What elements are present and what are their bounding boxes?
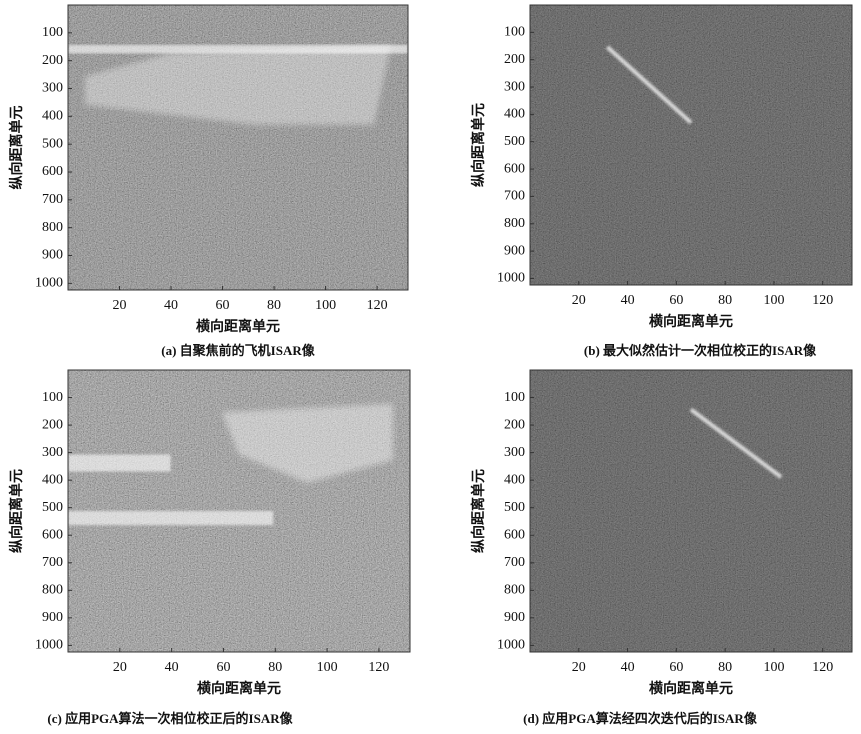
y-tick-label: 600 (42, 164, 63, 179)
caption: (c) 应用PGA算法一次相位校正后的ISAR像 (47, 711, 293, 726)
image-frame (529, 369, 853, 653)
x-tick-label: 100 (315, 298, 336, 313)
y-axis-label: 纵向距离单元 (8, 106, 25, 190)
x-tick-label: 20 (572, 660, 586, 675)
y-tick-label: 500 (504, 134, 525, 149)
x-axis-label: 横向距离单元 (196, 318, 280, 335)
x-axis-label: 横向距离单元 (649, 680, 733, 697)
y-tick-label: 300 (504, 79, 525, 94)
y-tick-label: 900 (504, 610, 525, 625)
y-tick-label: 200 (504, 52, 525, 67)
caption: (a) 自聚焦前的飞机ISAR像 (161, 343, 315, 358)
y-tick-label: 400 (504, 107, 525, 122)
y-tick-label: 400 (42, 109, 63, 124)
y-tick-label: 500 (42, 136, 63, 151)
streak (68, 44, 408, 54)
y-axis-label: 纵向距离单元 (8, 469, 25, 553)
x-tick-label: 100 (763, 293, 784, 308)
x-tick-label: 120 (812, 293, 833, 308)
image-noise (530, 370, 852, 652)
image-frame (67, 369, 411, 653)
x-tick-label: 80 (718, 660, 732, 675)
y-tick-label: 800 (42, 583, 63, 598)
y-tick-label: 800 (504, 216, 525, 231)
x-tick-label: 20 (113, 298, 127, 313)
image-frame (529, 4, 853, 286)
streak (85, 44, 391, 125)
y-tick-label: 600 (504, 161, 525, 176)
y-tick-label: 700 (42, 555, 63, 570)
x-tick-label: 20 (113, 660, 127, 675)
y-tick-label: 200 (504, 417, 525, 432)
x-axis-label: 横向距离单元 (197, 680, 281, 697)
y-tick-label: 1000 (35, 276, 63, 291)
x-tick-label: 60 (216, 298, 230, 313)
y-tick-label: 700 (42, 192, 63, 207)
y-tick-label: 200 (42, 53, 63, 68)
streak (221, 403, 393, 483)
image-shade (530, 370, 852, 652)
y-tick-label: 400 (504, 472, 525, 487)
x-tick-label: 100 (317, 660, 338, 675)
y-tick-label: 1000 (497, 271, 525, 286)
y-tick-label: 600 (42, 527, 63, 542)
y-axis-label: 纵向距离单元 (470, 469, 487, 553)
y-tick-label: 300 (504, 445, 525, 460)
x-tick-label: 40 (165, 660, 179, 675)
x-tick-label: 40 (621, 660, 635, 675)
y-tick-label: 600 (504, 527, 525, 542)
streak (68, 454, 171, 472)
streak (605, 45, 693, 125)
x-tick-label: 120 (812, 660, 833, 675)
x-tick-label: 60 (669, 660, 683, 675)
y-tick-label: 1000 (35, 638, 63, 653)
y-tick-label: 1000 (497, 638, 525, 653)
y-tick-label: 300 (42, 445, 63, 460)
x-tick-label: 80 (718, 293, 732, 308)
image-frame (67, 4, 409, 291)
y-tick-label: 500 (42, 500, 63, 515)
x-tick-label: 20 (572, 293, 586, 308)
y-tick-label: 700 (504, 555, 525, 570)
streak (689, 407, 783, 479)
y-tick-label: 100 (504, 390, 525, 405)
x-tick-label: 120 (367, 298, 388, 313)
x-tick-label: 60 (669, 293, 683, 308)
x-tick-label: 80 (267, 298, 281, 313)
y-tick-label: 100 (42, 390, 63, 405)
y-tick-label: 900 (504, 243, 525, 258)
x-tick-label: 120 (368, 660, 389, 675)
y-tick-label: 900 (42, 248, 63, 263)
y-tick-label: 800 (42, 220, 63, 235)
y-axis-label: 纵向距离单元 (470, 103, 487, 187)
x-tick-label: 40 (164, 298, 178, 313)
y-tick-label: 400 (42, 472, 63, 487)
y-tick-label: 900 (42, 610, 63, 625)
streak (68, 511, 274, 526)
y-tick-label: 800 (504, 583, 525, 598)
caption: (b) 最大似然估计一次相位校正的ISAR像 (584, 343, 817, 358)
y-tick-label: 500 (504, 500, 525, 515)
y-tick-label: 100 (42, 25, 63, 40)
x-tick-label: 40 (621, 293, 635, 308)
y-tick-label: 700 (504, 189, 525, 204)
x-tick-label: 80 (268, 660, 282, 675)
y-tick-label: 300 (42, 81, 63, 96)
x-axis-label: 横向距离单元 (649, 313, 733, 330)
y-tick-label: 100 (504, 25, 525, 40)
x-tick-label: 100 (763, 660, 784, 675)
x-tick-label: 60 (216, 660, 230, 675)
y-tick-label: 200 (42, 417, 63, 432)
caption: (d) 应用PGA算法经四次迭代后的ISAR像 (523, 711, 758, 726)
